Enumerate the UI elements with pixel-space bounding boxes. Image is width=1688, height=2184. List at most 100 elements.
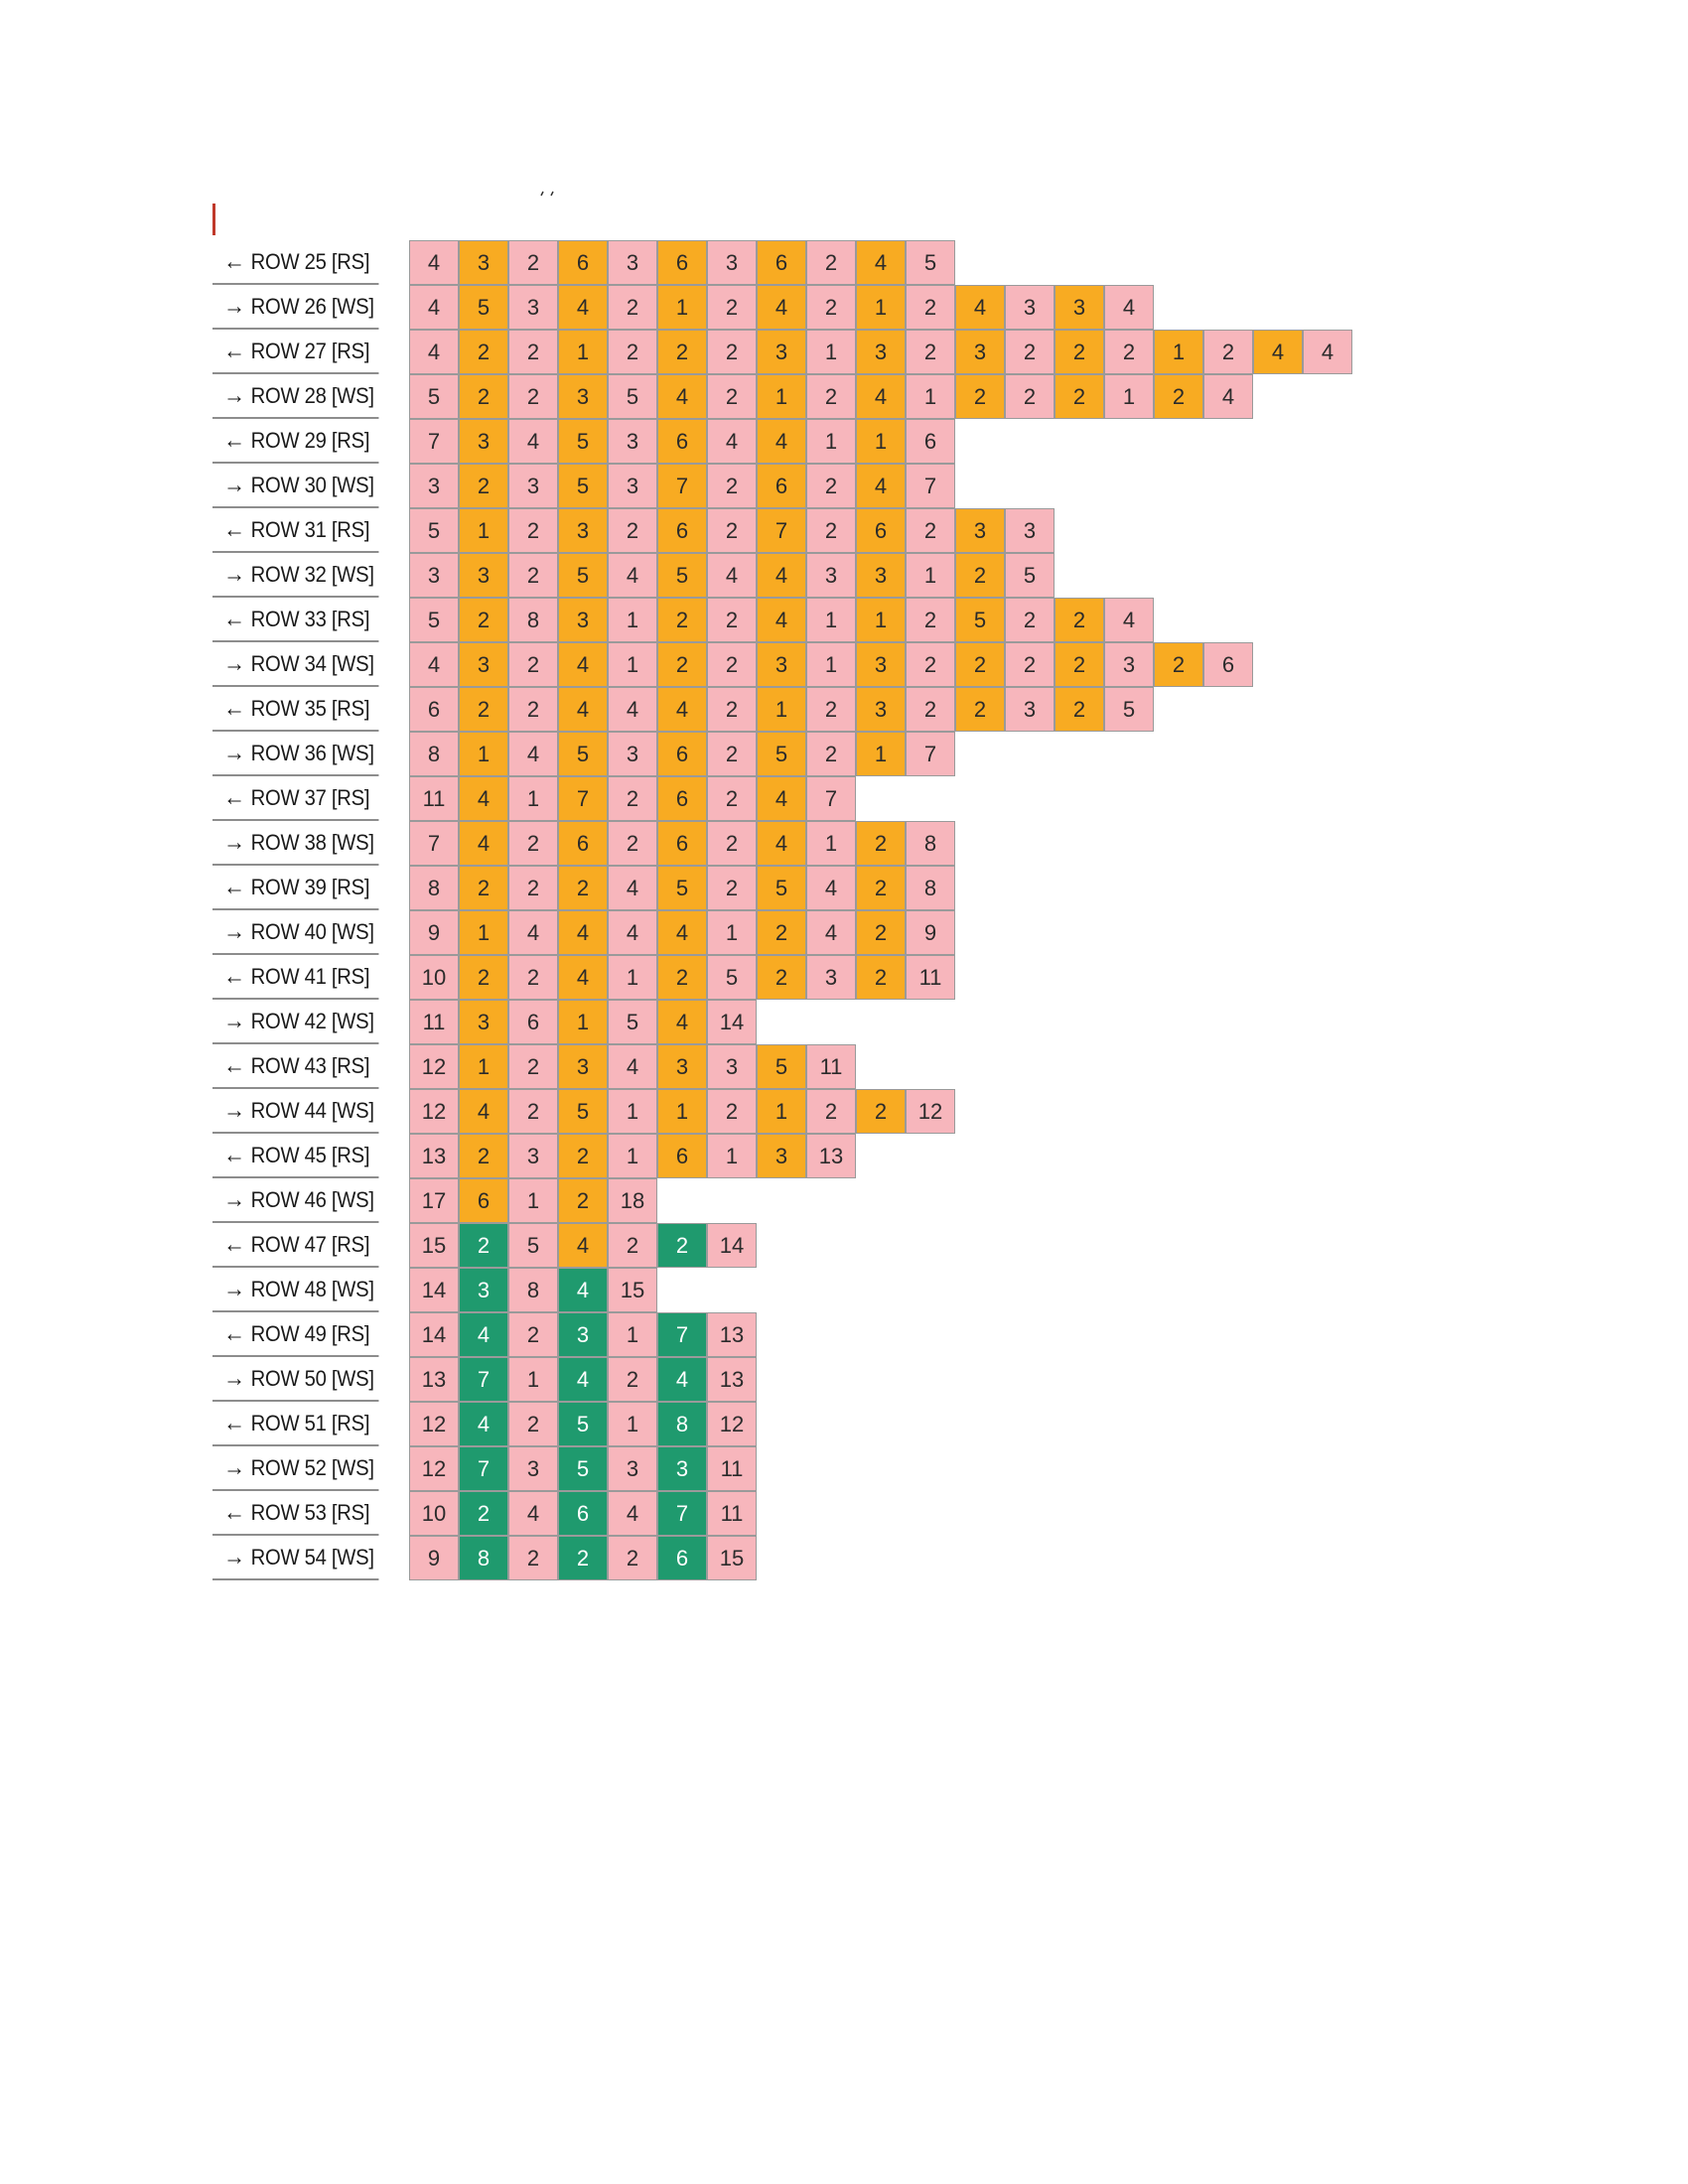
row-label-text: ROW 42 [WS] xyxy=(250,1008,374,1033)
stitch-count-cell: 3 xyxy=(707,1044,757,1089)
chart-row: → ROW 50 [WS] 13 7 1 4 2 4 13 xyxy=(212,1357,1352,1402)
stitch-count-cell: 1 xyxy=(757,374,806,419)
row-label: ← ROW 49 [RS] xyxy=(212,1312,379,1357)
chart-row: ← ROW 51 [RS] 12 4 2 5 1 8 12 xyxy=(212,1402,1352,1446)
chart-row: → ROW 54 [WS] 9 8 2 2 2 6 15 xyxy=(212,1536,1352,1580)
stitch-count-cell: 2 xyxy=(508,553,558,598)
stitch-count-cell: 1 xyxy=(459,732,508,776)
stitch-count-cell: 8 xyxy=(409,866,459,910)
chart-row: → ROW 28 [WS] 5 2 2 3 5 4 2 1 2 4 1 2 2 2 1 2 4 xyxy=(212,374,1352,419)
row-label: → ROW 44 [WS] xyxy=(212,1089,379,1134)
row-label-text: ROW 47 [RS] xyxy=(250,1231,370,1257)
chart-row: ← ROW 31 [RS] 5 1 2 3 2 6 2 7 2 6 2 3 3 xyxy=(212,508,1352,553)
row-label: ← ROW 39 [RS] xyxy=(212,866,379,910)
chart-row: → ROW 32 [WS] 3 3 2 5 4 5 4 4 3 3 1 2 5 xyxy=(212,553,1352,598)
stitch-count-cell: 2 xyxy=(707,776,757,821)
stitch-count-cell: 4 xyxy=(657,374,707,419)
stitch-count-cell: 2 xyxy=(508,687,558,732)
stitch-count-cell: 2 xyxy=(707,464,757,508)
stitch-count-cell: 4 xyxy=(608,1044,657,1089)
stitch-count-cell: 4 xyxy=(757,285,806,330)
stitch-count-cell: 5 xyxy=(757,866,806,910)
row-cells: 13 7 1 4 2 4 13 xyxy=(409,1357,757,1402)
stitch-count-cell: 3 xyxy=(459,240,508,285)
row-label-text: ROW 38 [WS] xyxy=(250,829,374,855)
stitch-count-cell: 2 xyxy=(806,687,856,732)
stitch-count-cell: 4 xyxy=(558,687,608,732)
row-cells: 14 3 8 4 15 xyxy=(409,1268,657,1312)
stitch-count-cell: 3 xyxy=(608,1446,657,1491)
row-cells: 10 2 2 4 1 2 5 2 3 2 11 xyxy=(409,955,955,1000)
stitch-count-cell: 3 xyxy=(459,1268,508,1312)
chart-row: → ROW 40 [WS] 9 1 4 4 4 4 1 2 4 2 9 xyxy=(212,910,1352,955)
stitch-count-cell: 2 xyxy=(1055,687,1104,732)
stitch-count-cell: 4 xyxy=(558,1268,608,1312)
stitch-count-cell: 2 xyxy=(707,687,757,732)
stitch-count-cell: 2 xyxy=(508,1089,558,1134)
row-label: → ROW 46 [WS] xyxy=(212,1178,379,1223)
row-label: → ROW 40 [WS] xyxy=(212,910,379,955)
stitch-count-cell: 2 xyxy=(508,330,558,374)
row-label: ← ROW 29 [RS] xyxy=(212,419,379,464)
stitch-count-cell: 2 xyxy=(608,1223,657,1268)
stitch-count-cell: 5 xyxy=(608,374,657,419)
stitch-count-cell: 5 xyxy=(906,240,955,285)
stitch-count-cell: 6 xyxy=(856,508,906,553)
stitch-count-cell: 6 xyxy=(459,1178,508,1223)
stitch-count-cell: 11 xyxy=(806,1044,856,1089)
stitch-count-cell: 3 xyxy=(459,419,508,464)
stitch-count-cell: 2 xyxy=(906,598,955,642)
arrow-right-icon: → xyxy=(223,1543,245,1570)
stitch-count-cell: 4 xyxy=(459,1312,508,1357)
stitch-count-cell: 5 xyxy=(409,508,459,553)
stitch-count-cell: 1 xyxy=(608,642,657,687)
stitch-count-cell: 2 xyxy=(906,330,955,374)
chart-row: ← ROW 41 [RS] 10 2 2 4 1 2 5 2 3 2 11 xyxy=(212,955,1352,1000)
stitch-count-cell: 2 xyxy=(508,866,558,910)
stitch-count-cell: 1 xyxy=(608,1402,657,1446)
stitch-count-cell: 2 xyxy=(955,642,1005,687)
stitch-count-cell: 3 xyxy=(1005,687,1055,732)
stitch-count-cell: 1 xyxy=(856,732,906,776)
stitch-count-cell: 3 xyxy=(608,732,657,776)
row-label-text: ROW 31 [RS] xyxy=(250,516,370,542)
stitch-count-cell: 4 xyxy=(806,866,856,910)
stitch-count-cell: 2 xyxy=(806,240,856,285)
stitch-count-cell: 2 xyxy=(459,1223,508,1268)
arrow-right-icon: → xyxy=(223,828,245,856)
stitch-count-cell: 4 xyxy=(757,419,806,464)
stitch-count-cell: 12 xyxy=(409,1044,459,1089)
arrow-left-icon: ← xyxy=(223,1409,245,1436)
stitch-count-cell: 3 xyxy=(558,1312,608,1357)
stitch-count-cell: 2 xyxy=(459,1491,508,1536)
stitch-count-cell: 9 xyxy=(409,910,459,955)
stitch-count-cell: 2 xyxy=(459,598,508,642)
row-label-text: ROW 37 [RS] xyxy=(250,784,370,810)
stitch-count-cell: 2 xyxy=(508,821,558,866)
stitch-count-cell: 13 xyxy=(707,1357,757,1402)
stitch-count-cell: 6 xyxy=(508,1000,558,1044)
stitch-count-cell: 2 xyxy=(757,955,806,1000)
chart-row: → ROW 26 [WS] 4 5 3 4 2 1 2 4 2 1 2 4 3 3 4 xyxy=(212,285,1352,330)
chart-row: → ROW 36 [WS] 8 1 4 5 3 6 2 5 2 1 7 xyxy=(212,732,1352,776)
stitch-count-cell: 2 xyxy=(558,1178,608,1223)
stitch-count-cell: 6 xyxy=(657,508,707,553)
stitch-count-cell: 2 xyxy=(508,1402,558,1446)
stitch-count-cell: 5 xyxy=(558,1446,608,1491)
row-label-text: ROW 30 [WS] xyxy=(250,472,374,497)
arrow-left-icon: ← xyxy=(223,873,245,900)
row-label-text: ROW 32 [WS] xyxy=(250,561,374,587)
chart-row: ← ROW 35 [RS] 6 2 2 4 4 4 2 1 2 3 2 2 3 2 5 xyxy=(212,687,1352,732)
stitch-count-cell: 2 xyxy=(1005,374,1055,419)
stitch-count-cell: 2 xyxy=(806,374,856,419)
stitch-count-cell: 5 xyxy=(608,1000,657,1044)
stitch-count-cell: 8 xyxy=(657,1402,707,1446)
stitch-count-cell: 9 xyxy=(409,1536,459,1580)
stitch-count-cell: 13 xyxy=(409,1134,459,1178)
row-cells: 10 2 4 6 4 7 11 xyxy=(409,1491,757,1536)
stitch-count-cell: 1 xyxy=(459,910,508,955)
chart-row: ← ROW 25 [RS] 4 3 2 6 3 6 3 6 2 4 5 xyxy=(212,240,1352,285)
stitch-count-cell: 1 xyxy=(459,1044,508,1089)
